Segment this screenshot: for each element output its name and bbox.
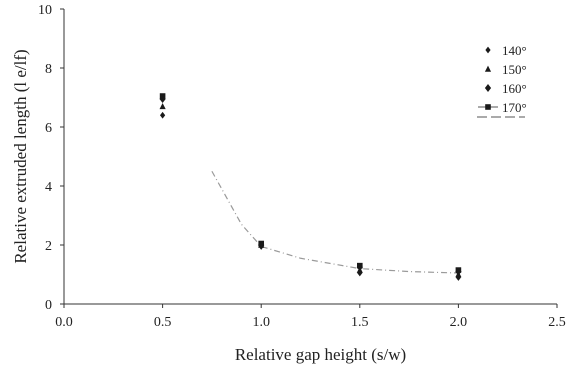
trend-curve [211,170,459,274]
y-axis-title: Relative extruded length (l e/lf) [11,49,30,263]
x-tick-label: 2.5 [548,315,566,330]
y-tick-label: 4 [45,180,52,195]
legend-entry: 170° [478,100,527,115]
x-tick-label: 1.5 [351,315,369,330]
data-point [159,93,166,99]
data-point [159,102,166,110]
y-tick-label: 8 [45,62,52,77]
data-point [455,274,461,281]
axes [63,9,557,305]
data-point [258,240,264,247]
legend: 140° 150° 160° 170° [477,43,527,118]
legend-entry: 150° [484,62,527,77]
legend-entry: 140° [485,43,527,58]
legend-marker [484,65,492,72]
ticks: 0.0 0.5 1.0 1.5 2.0 2.5 0 2 4 6 8 10 [38,3,566,330]
series-1 [160,111,461,281]
legend-entry: 160° [484,81,527,96]
x-tick-label: 0.5 [154,315,172,330]
data-point [455,267,462,273]
legend-label: 160° [502,81,527,96]
legend-marker [485,104,491,110]
data-points [159,93,462,281]
trend-line [211,170,459,274]
x-tick-label: 2.0 [450,315,468,330]
series-2 [159,102,462,278]
series-4 [159,93,462,273]
legend-marker [484,83,492,93]
y-tick-label: 2 [45,239,52,254]
series-3 [159,94,462,276]
y-tick-label: 10 [38,3,52,18]
x-tick-label: 1.0 [252,315,270,330]
legend-label: 150° [502,62,527,77]
legend-label: 170° [502,100,527,115]
legend-marker [485,46,491,54]
x-axis-title: Relative gap height (s/w) [235,345,406,364]
x-tick-label: 0.0 [55,315,73,330]
y-tick-label: 0 [45,298,52,313]
legend-label: 140° [502,43,527,58]
data-point [160,111,166,119]
y-tick-label: 6 [45,121,52,136]
data-point [357,262,363,269]
